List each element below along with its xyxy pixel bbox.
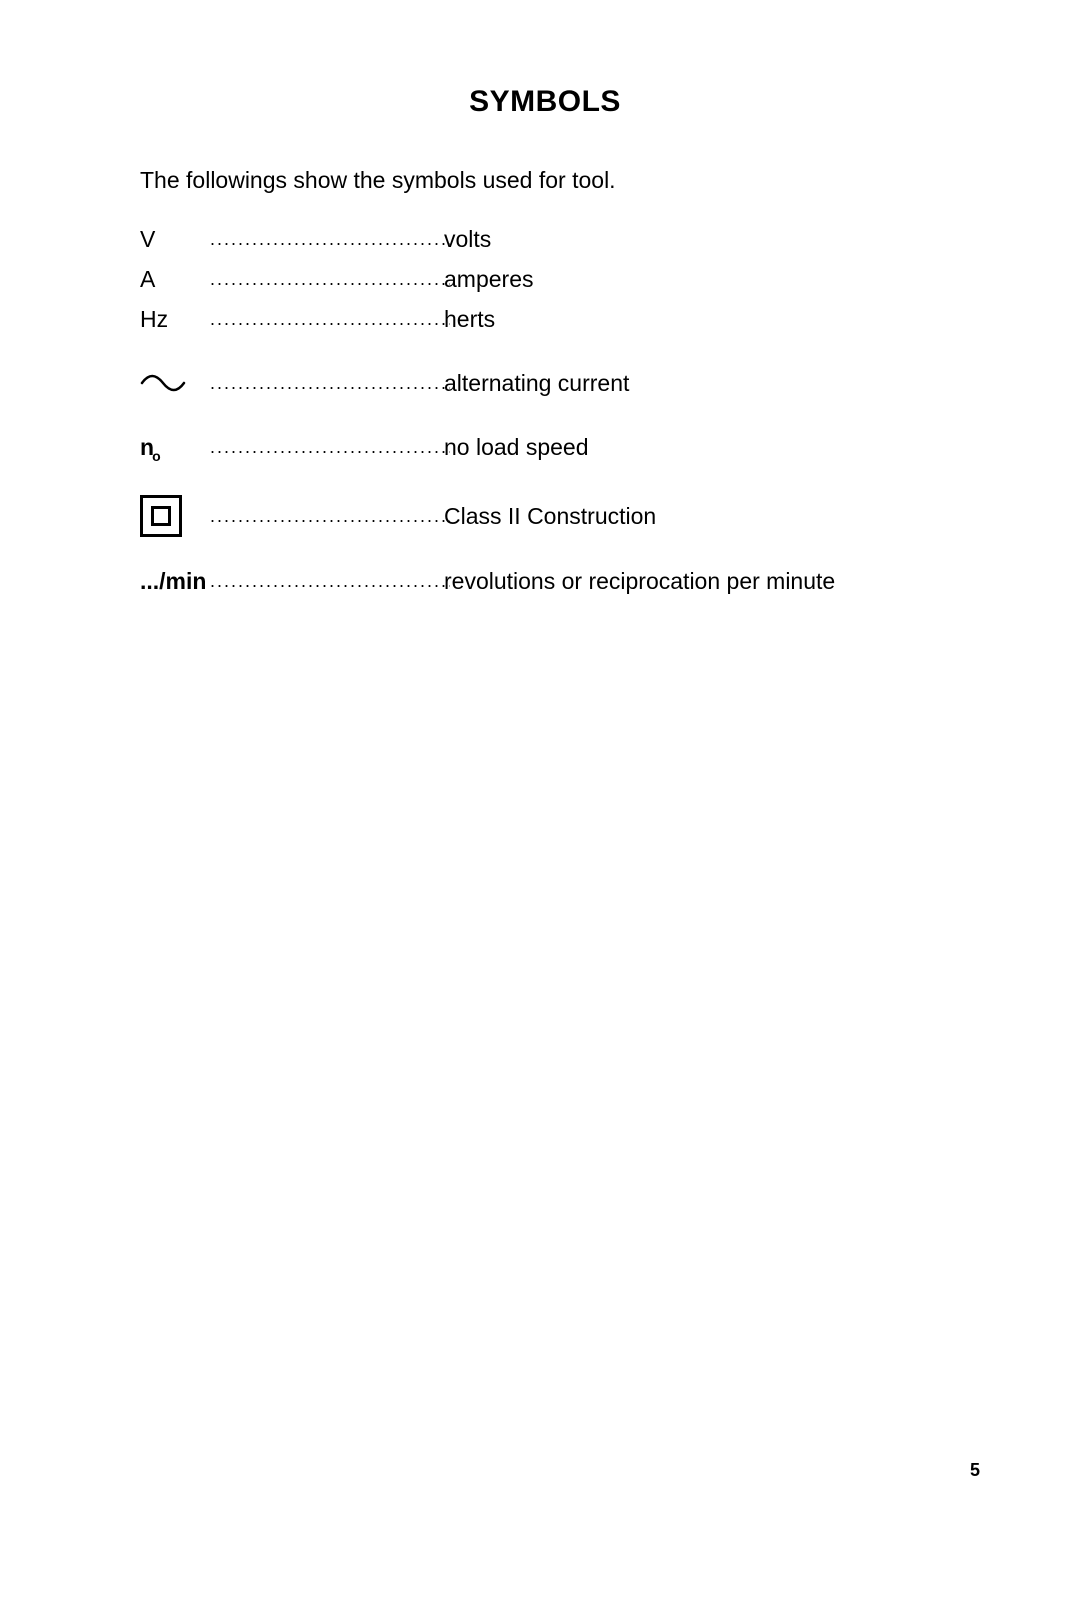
- symbol-row-amperes: A ..................................... …: [140, 262, 950, 296]
- symbols-list: V ..................................... …: [140, 222, 950, 598]
- leader-dots: .....................................: [210, 506, 450, 527]
- symbol-desc-amperes: amperes: [444, 266, 533, 293]
- leader-dots: .....................................: [210, 269, 450, 290]
- symbol-glyph-permin: .../min: [140, 568, 206, 595]
- symbol-row-volts: V ..................................... …: [140, 222, 950, 256]
- symbol-desc-volts: volts: [444, 226, 491, 253]
- page-title: SYMBOLS: [140, 85, 950, 119]
- symbol-desc-herts: herts: [444, 306, 495, 333]
- page-container: SYMBOLS The followings show the symbols …: [0, 0, 1080, 598]
- symbol-cell: A: [140, 262, 210, 296]
- symbol-cell: V: [140, 222, 210, 256]
- leader-dots: .....................................: [210, 309, 450, 330]
- symbol-desc-noload: no load speed: [444, 434, 589, 461]
- leader-dots: .....................................: [210, 373, 450, 394]
- symbol-cell: Hz: [140, 302, 210, 336]
- page-number: 5: [970, 1460, 980, 1481]
- intro-text: The followings show the symbols used for…: [140, 167, 950, 194]
- symbol-desc-permin: revolutions or reciprocation per minute: [444, 568, 835, 595]
- symbol-row-herts: Hz .....................................…: [140, 302, 950, 336]
- symbol-desc-ac: alternating current: [444, 370, 629, 397]
- symbol-glyph-herts: Hz: [140, 306, 168, 333]
- noload-sub: o: [152, 448, 161, 464]
- symbol-cell: no: [140, 430, 210, 464]
- double-square-icon: [140, 495, 182, 537]
- symbol-glyph-noload: no: [140, 434, 163, 461]
- symbol-row-ac: ..................................... al…: [140, 366, 950, 400]
- symbol-glyph-amperes: A: [140, 266, 155, 293]
- symbol-desc-class2: Class II Construction: [444, 503, 656, 530]
- symbol-cell: [140, 366, 210, 400]
- leader-dots: .....................................: [210, 229, 450, 250]
- leader-dots: .....................................: [210, 571, 450, 592]
- symbol-cell: [140, 492, 210, 540]
- ac-wave-icon: [140, 373, 186, 393]
- symbol-row-noload: no .....................................…: [140, 430, 950, 464]
- leader-dots: .....................................: [210, 437, 450, 458]
- symbol-row-permin: .../min ................................…: [140, 564, 950, 598]
- symbol-glyph-volts: V: [140, 226, 155, 253]
- symbol-row-class2: ..................................... Cl…: [140, 492, 950, 540]
- double-square-inner-icon: [151, 506, 171, 526]
- symbol-cell: .../min: [140, 564, 210, 598]
